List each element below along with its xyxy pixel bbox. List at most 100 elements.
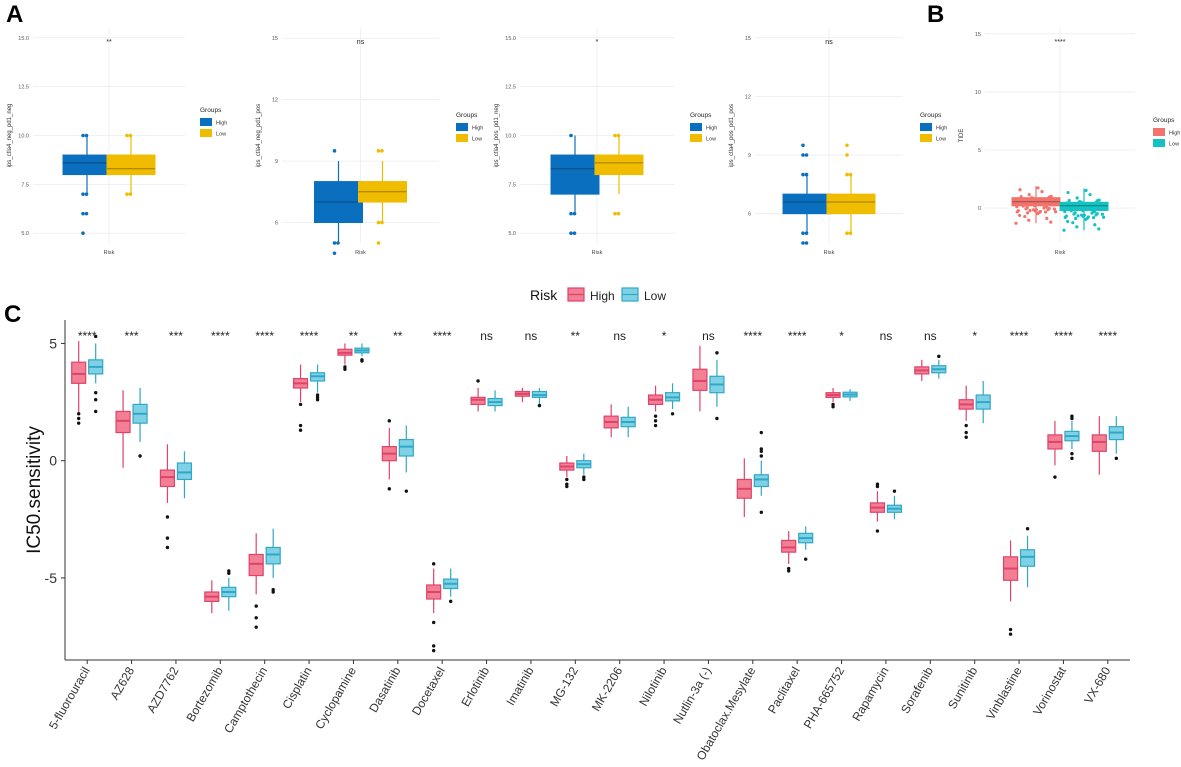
outlier-point	[360, 359, 364, 363]
significance-label: *	[839, 329, 844, 343]
y-tick-label: 7.5	[508, 182, 516, 188]
significance-label: ns	[525, 329, 538, 343]
x-tick-label: Rapamycin	[849, 665, 891, 724]
x-tick-label: Sunitinib	[945, 664, 980, 711]
x-tick-label: MK-2206	[589, 664, 626, 713]
outlier-point	[81, 211, 85, 216]
outlier-point	[84, 211, 89, 216]
box-body	[115, 410, 131, 434]
x-tick-label: AZD7762	[144, 664, 182, 715]
y-tick-label: 12.5	[18, 85, 29, 91]
y-tick-label: 5.0	[508, 231, 516, 237]
y-axis-title: ips_ctla4_neg_pd1_neg	[7, 104, 13, 168]
box-high	[1011, 186, 1061, 225]
jitter-point	[1027, 218, 1031, 222]
legend-label: Low	[706, 137, 716, 143]
box-high-16	[781, 531, 797, 573]
x-tick-label: Nilotinib	[636, 664, 670, 708]
significance-label: *	[972, 329, 977, 343]
box-low	[106, 133, 156, 196]
box-low-18	[886, 489, 903, 520]
jitter-point	[1092, 210, 1096, 214]
jitter-point	[1084, 217, 1088, 221]
outlier-point	[964, 435, 968, 439]
outlier-point	[845, 143, 849, 148]
significance-label: *	[662, 329, 667, 343]
outlier-point	[1070, 416, 1074, 421]
jitter-point	[1052, 207, 1056, 211]
outlier-point	[227, 569, 231, 573]
x-axis-title: Risk	[1055, 250, 1066, 256]
outlier-point	[653, 423, 658, 428]
box-high-23	[1091, 416, 1107, 475]
significance-label: ****	[1010, 329, 1029, 343]
outlier-point	[804, 231, 809, 236]
jitter-point	[1045, 216, 1049, 221]
jitter-point	[1023, 214, 1027, 219]
box-high	[62, 133, 112, 236]
box-high-14	[692, 345, 708, 412]
small-panels: 5.0 7.5 10.0 12.5 15.0 ips_ctla4_neg_pd1_neg R…	[7, 28, 1180, 256]
outlier-point	[804, 172, 809, 177]
jitter-point	[1066, 190, 1070, 195]
y-tick-label: 15.0	[505, 36, 516, 42]
outlier-point	[848, 172, 853, 177]
significance-label: **	[393, 329, 403, 343]
box-low-23	[1108, 416, 1124, 461]
jitter-point	[1036, 211, 1040, 216]
outlier-point	[315, 395, 320, 400]
outlier-point	[298, 423, 303, 428]
legend-swatch-low	[690, 134, 702, 142]
significance-label: ns	[613, 329, 626, 343]
x-tick-label: Paclitaxel	[765, 665, 803, 716]
jitter-point	[1049, 220, 1053, 224]
y-tick-label: 5	[978, 148, 981, 154]
outlier-point	[715, 416, 719, 421]
outlier-point	[125, 192, 129, 196]
significance-label: ns	[702, 329, 715, 343]
outlier-point	[332, 241, 337, 245]
outlier-point	[1008, 632, 1013, 636]
outlier-point	[128, 133, 133, 138]
outlier-point	[964, 423, 968, 428]
jitter-point	[1075, 196, 1079, 200]
panel-a2: 6 9 12 15 ips_ctla4_neg_pd1_pos Risk ns Groups H…	[256, 28, 483, 256]
outlier-point	[937, 354, 941, 359]
legend-swatch-high	[1153, 128, 1165, 136]
outlier-point	[572, 231, 577, 236]
box-low-4	[265, 528, 281, 594]
box-body	[826, 193, 876, 215]
legend: Groups High Low	[920, 112, 947, 143]
outlier-point	[565, 484, 569, 489]
box-high-15	[736, 458, 752, 517]
y-tick-label: 5	[49, 335, 57, 351]
box-high	[314, 149, 363, 256]
outlier-point	[84, 192, 89, 196]
outlier-point	[343, 365, 347, 369]
outlier-point	[845, 231, 849, 236]
legend-label: Low	[1169, 142, 1179, 148]
y-tick-label: 15.0	[18, 36, 29, 42]
legend-swatch-low	[456, 134, 468, 142]
y-tick-label: 6	[275, 221, 278, 227]
jitter-point	[1088, 193, 1092, 197]
x-tick-label: Cyclopamine	[312, 664, 359, 731]
jitter-point	[1074, 216, 1078, 221]
outlier-point	[376, 149, 381, 153]
legend-label: Low	[472, 137, 482, 143]
y-axis-title: ips_ctla4_neg_pd1_pos	[256, 104, 262, 167]
legend-title: Groups	[1153, 117, 1175, 124]
legend-label: High	[216, 121, 227, 127]
box-low-3	[221, 569, 237, 611]
significance-label: ****	[1054, 329, 1073, 343]
outlier-point	[81, 231, 85, 236]
jitter-point	[1073, 211, 1077, 215]
outlier-point	[759, 449, 764, 454]
box-body	[753, 474, 769, 488]
box-high-11	[559, 456, 575, 489]
outlier-point	[875, 484, 880, 489]
outlier-point	[613, 133, 617, 138]
panel-label-a: A	[6, 1, 23, 28]
y-tick-label: 15	[745, 36, 751, 42]
